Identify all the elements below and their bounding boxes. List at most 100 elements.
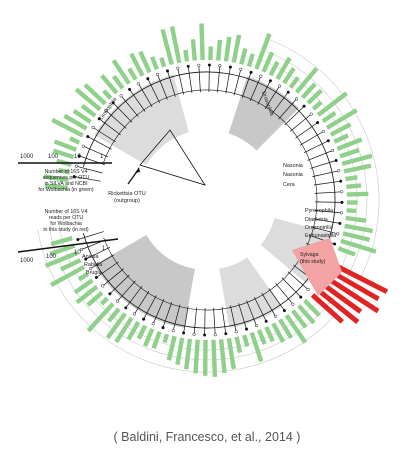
- tip-node: [338, 221, 342, 225]
- green-bar: [127, 67, 138, 81]
- green-bar: [343, 163, 372, 174]
- green-bar: [105, 312, 127, 340]
- branch: [102, 268, 124, 287]
- tip-node: [306, 287, 310, 292]
- tip-node: [259, 74, 263, 78]
- branch: [257, 80, 271, 105]
- branch: [129, 89, 146, 112]
- branch: [87, 136, 112, 150]
- tip-node: [84, 257, 88, 261]
- phylogenetic-tree-figure: 1000 100 10 1 Number of 16S V4 sequences…: [17, 23, 389, 377]
- green-bar: [73, 278, 94, 295]
- clade-label-7: Ephunastrilla: [305, 233, 336, 239]
- tip-node: [294, 97, 299, 101]
- green-bar: [282, 66, 296, 85]
- tip-node: [81, 144, 85, 148]
- root-triangle: [139, 129, 206, 186]
- tip-node: [161, 326, 165, 330]
- green-bar: [183, 49, 190, 62]
- tip-node: [302, 104, 306, 108]
- green-bar: [239, 47, 248, 65]
- green-bar: [346, 183, 362, 189]
- green-bar: [234, 336, 243, 354]
- tip-node: [337, 169, 341, 173]
- green-bar: [346, 208, 357, 214]
- tip-node: [299, 295, 303, 299]
- branch: [90, 254, 115, 269]
- tip-node: [326, 139, 330, 143]
- green-bar: [294, 67, 319, 94]
- tip-node: [79, 247, 83, 252]
- green-bar: [184, 338, 193, 370]
- tip-node: [228, 65, 232, 69]
- branch: [77, 231, 104, 240]
- green-bar: [311, 100, 323, 111]
- red-bar: [324, 275, 380, 314]
- green-bar: [303, 298, 321, 318]
- green-bar: [100, 74, 119, 95]
- green-bar: [150, 56, 159, 71]
- green-bar: [325, 108, 358, 130]
- tip-node: [333, 242, 337, 246]
- green-bar: [69, 136, 81, 145]
- branch: [152, 298, 165, 324]
- clade-label-5: Diaolotria: [305, 217, 328, 223]
- branch: [268, 288, 285, 311]
- tip-node: [334, 158, 338, 163]
- tip-node: [234, 330, 238, 334]
- tip-node: [76, 237, 80, 242]
- branch: [85, 246, 111, 260]
- tip-node: [224, 332, 228, 336]
- tip-node: [124, 306, 128, 310]
- tip-node: [86, 135, 90, 139]
- branch: [74, 176, 101, 182]
- green-bar: [342, 231, 371, 243]
- outgroup-label-line-1: Rickettsia OTU: [108, 191, 146, 197]
- green-bar: [249, 332, 264, 363]
- green-legend: 1000 100 10 1 Number of 16S V4 sequences…: [18, 154, 112, 193]
- green-bar: [169, 25, 182, 64]
- tip-node: [291, 302, 295, 306]
- branch: [311, 226, 338, 235]
- tip-node: [192, 332, 196, 336]
- green-legend-line-3: in SILVA and NCBI: [44, 181, 87, 187]
- red-scale-axis: [17, 238, 119, 253]
- green-scale-100: 100: [48, 154, 59, 160]
- green-bar: [288, 76, 300, 89]
- mid-arc: [103, 89, 318, 311]
- tip-node: [182, 331, 186, 335]
- inner-arc: [83, 71, 336, 329]
- branch: [112, 102, 133, 123]
- green-bar: [142, 328, 155, 347]
- green-bar: [111, 74, 125, 90]
- branch: [198, 65, 201, 93]
- branch: [187, 66, 193, 94]
- branch: [233, 69, 242, 96]
- tip-node: [282, 309, 286, 313]
- branch: [83, 145, 109, 158]
- clade-shade-4: [94, 235, 195, 329]
- green-bar: [58, 167, 71, 175]
- green-bar: [136, 324, 148, 340]
- branch: [314, 201, 343, 203]
- green-bars: [43, 23, 377, 377]
- branch: [92, 127, 117, 143]
- branch: [105, 110, 127, 129]
- branch: [109, 274, 130, 295]
- clade-shading: [94, 74, 333, 329]
- tree-branches: [72, 63, 344, 337]
- red-bar: [310, 293, 344, 324]
- green-bar: [193, 339, 200, 374]
- green-bar: [102, 89, 113, 100]
- tip-node: [244, 327, 249, 331]
- green-bar: [159, 57, 167, 68]
- red-bar: [315, 287, 360, 325]
- tip-node: [111, 101, 115, 105]
- branch: [299, 131, 324, 146]
- green-bar: [223, 36, 232, 62]
- tip-node: [277, 84, 282, 88]
- green-bar: [162, 333, 170, 344]
- branch: [230, 305, 237, 332]
- branch: [313, 218, 340, 224]
- tip-node: [128, 87, 132, 91]
